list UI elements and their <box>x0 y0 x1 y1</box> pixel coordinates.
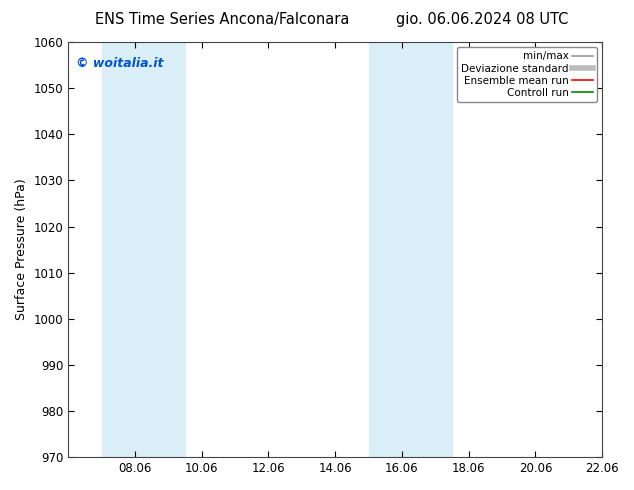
Legend: min/max, Deviazione standard, Ensemble mean run, Controll run: min/max, Deviazione standard, Ensemble m… <box>457 47 597 102</box>
Text: ENS Time Series Ancona/Falconara: ENS Time Series Ancona/Falconara <box>94 12 349 27</box>
Text: gio. 06.06.2024 08 UTC: gio. 06.06.2024 08 UTC <box>396 12 568 27</box>
Text: © woitalia.it: © woitalia.it <box>76 56 164 70</box>
Y-axis label: Surface Pressure (hPa): Surface Pressure (hPa) <box>15 179 28 320</box>
Bar <box>368 42 452 457</box>
Bar <box>101 42 185 457</box>
